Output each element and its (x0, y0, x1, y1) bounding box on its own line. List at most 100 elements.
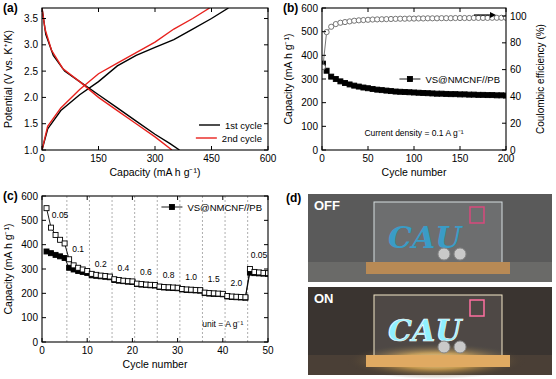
y2-tick (502, 150, 506, 151)
legend-marker (169, 205, 174, 210)
x-tick (268, 8, 269, 12)
photo-panel: CAUOFFCAUON(d) (286, 191, 552, 379)
data-point (243, 295, 248, 300)
state-label: OFF (314, 198, 340, 213)
x-axis-label: Cycle number (382, 166, 447, 178)
x-tick (414, 146, 415, 150)
plot-frame (42, 196, 268, 342)
legend-swatch (199, 124, 220, 125)
x-tick-label: 50 (262, 345, 274, 356)
y-tick (42, 244, 46, 245)
annotation: 0.05 (52, 210, 69, 220)
y-tick (42, 196, 46, 197)
y-tick-label: 2.0 (24, 92, 38, 103)
y-tick-label: 400 (301, 50, 318, 61)
y2-tick-label: 40 (510, 91, 522, 102)
series-line (42, 8, 210, 150)
wooden-base (366, 355, 510, 367)
coin-cell (438, 341, 450, 353)
y2-tick-label: 60 (510, 64, 522, 75)
state-label: ON (314, 291, 334, 306)
data-point (62, 241, 67, 246)
y-tick (264, 269, 268, 270)
x-tick (268, 196, 269, 200)
annotation: 0.8 (163, 270, 175, 280)
x-tick (414, 8, 415, 12)
legend-swatch (196, 137, 217, 138)
y-tick-label: 0 (312, 145, 318, 156)
y-tick-label: 200 (301, 97, 318, 108)
x-tick-label: 450 (203, 153, 220, 164)
x-tick (268, 338, 269, 342)
x-tick (368, 8, 369, 12)
photo-background (308, 194, 552, 282)
y-tick (264, 342, 268, 343)
y-tick-label: 300 (301, 74, 318, 85)
x-tick (155, 8, 156, 12)
panel: (b)0501001502000100200300400500600020406… (282, 1, 546, 178)
glass-panel (374, 202, 502, 264)
y-tick (264, 317, 268, 318)
divider (157, 196, 158, 342)
legend: VS@NMCNF//PB (399, 74, 500, 85)
x-tick (177, 196, 178, 200)
x-tick (506, 146, 507, 150)
x-tick (222, 338, 223, 342)
legend-label: 1st cycle (225, 120, 262, 131)
y-tick-label: 1.5 (24, 118, 38, 129)
annotation: 0.4 (117, 263, 129, 273)
y-tick (42, 123, 46, 124)
data-point (44, 206, 49, 211)
y-axis-label: Potential (V vs. K⁺/K) (2, 30, 14, 128)
y-axis-label: Capacity (mA h g⁻¹) (282, 34, 294, 125)
y2-tick (502, 42, 506, 43)
series-line (323, 18, 506, 67)
y-tick-label: 400 (21, 239, 38, 250)
series-line (42, 8, 228, 150)
y2-tick (502, 69, 506, 70)
x-axis-label: Cycle number (123, 358, 188, 370)
series-line (47, 251, 268, 297)
divider (112, 196, 113, 342)
annotation: 0.6 (140, 267, 152, 277)
x-tick (211, 146, 212, 150)
y-tick (322, 31, 326, 32)
y-tick-label: 2.5 (24, 66, 38, 77)
y-tick (42, 71, 46, 72)
series-line (47, 208, 268, 297)
y-tick-label: 3.5 (24, 13, 38, 24)
y-tick (42, 269, 46, 270)
x-tick (98, 8, 99, 12)
y-tick (264, 97, 268, 98)
y-tick (264, 244, 268, 245)
y-tick (42, 18, 46, 19)
y-tick-label: 500 (21, 215, 38, 226)
plot-area (44, 196, 268, 342)
annotation: 1.0 (185, 272, 197, 282)
x-tick-label: 300 (147, 153, 164, 164)
y-tick (264, 18, 268, 19)
annotation: Current density = 0.1 A g⁻¹ (364, 128, 463, 138)
data-point (67, 257, 72, 262)
y-tick (322, 79, 326, 80)
plot-frame (322, 8, 506, 150)
y-tick-label: 300 (21, 264, 38, 275)
x-axis-label: Capacity (mA h g⁻¹) (110, 166, 201, 178)
legend-label: VS@NMCNF//PB (425, 74, 500, 85)
y-tick (264, 150, 268, 151)
legend-label: VS@NMCNF//PB (187, 202, 262, 213)
x-tick (42, 338, 43, 342)
x-tick (322, 8, 323, 12)
panel-label: (a) (3, 1, 18, 15)
x-tick (177, 338, 178, 342)
x-tick (42, 146, 43, 150)
y-tick (42, 44, 46, 45)
x-tick (87, 196, 88, 200)
x-tick-label: 600 (260, 153, 277, 164)
panel-label: (b) (283, 1, 298, 15)
y-tick-label: 100 (301, 121, 318, 132)
annotation: 0.1 (72, 244, 84, 254)
x-tick (268, 146, 269, 150)
y-tick (322, 102, 326, 103)
y-tick (322, 150, 326, 151)
